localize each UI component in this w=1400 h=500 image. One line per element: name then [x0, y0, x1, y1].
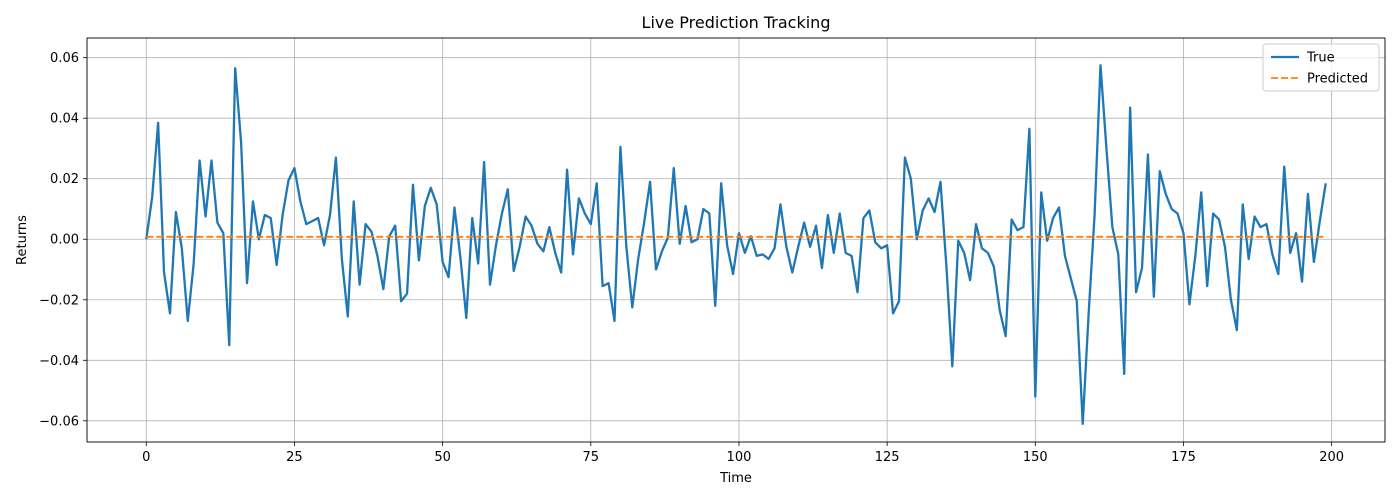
x-tick-label: 0: [142, 450, 150, 465]
legend-label-predicted: Predicted: [1307, 72, 1368, 87]
plot-area-frame: [86, 37, 1386, 443]
series-line-true: [145, 64, 1327, 425]
x-tick-label: 50: [434, 450, 451, 465]
y-tick-label: 0.00: [50, 233, 79, 248]
legend-box: [1262, 43, 1380, 92]
y-tick-label: 0.06: [50, 51, 79, 66]
x-tick-label: 175: [1171, 450, 1196, 465]
y-tick-label: 0.04: [50, 112, 79, 127]
grid-lines: [87, 38, 1385, 442]
y-tick-label: −0.06: [39, 414, 79, 429]
y-tick-label: 0.02: [50, 172, 79, 187]
axis-ticks: 0 25 50 75 100 125 150 175 200 −0.06 −0.04 −0.02 0.0…: [39, 51, 1344, 465]
plot-series: [145, 64, 1327, 425]
x-tick-label: 125: [875, 450, 900, 465]
y-tick-label: −0.04: [39, 354, 79, 369]
x-tick-label: 75: [583, 450, 600, 465]
x-tick-label: 200: [1319, 450, 1344, 465]
x-tick-label: 150: [1023, 450, 1048, 465]
legend-label-true: True: [1306, 51, 1335, 66]
x-axis-title: Time: [719, 471, 752, 486]
y-axis-title: Returns: [15, 215, 30, 265]
chart-title: Live Prediction Tracking: [642, 13, 831, 32]
legend: True Predicted: [1262, 43, 1380, 92]
y-tick-label: −0.02: [39, 293, 79, 308]
x-tick-label: 100: [727, 450, 752, 465]
x-tick-label: 25: [286, 450, 303, 465]
